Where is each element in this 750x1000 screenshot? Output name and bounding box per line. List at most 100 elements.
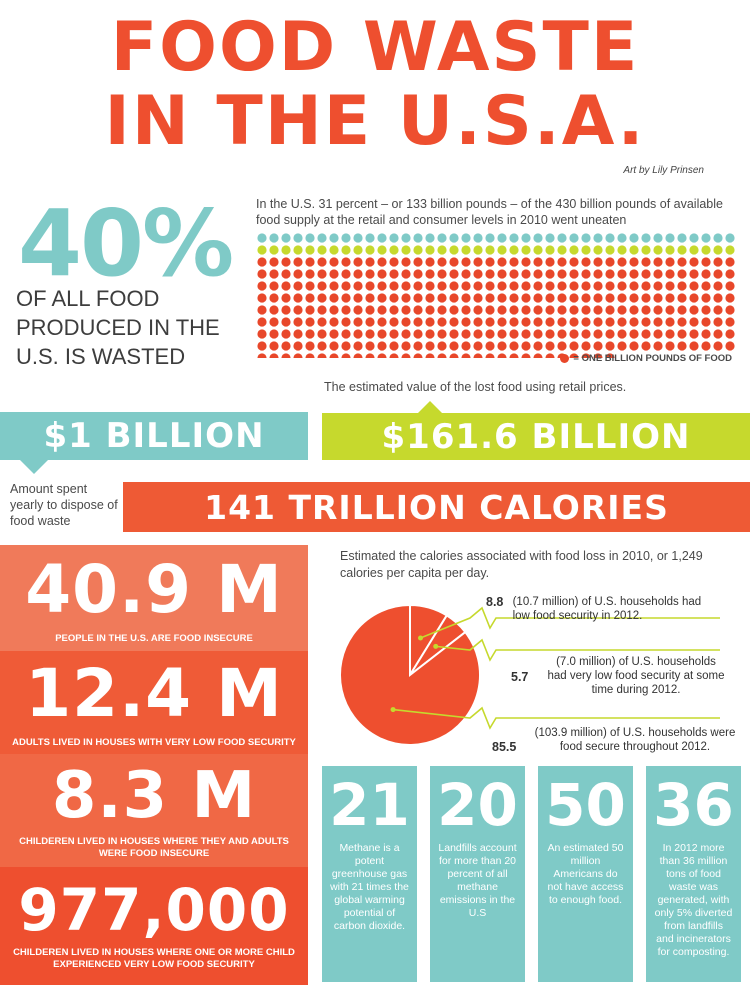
food-icon xyxy=(569,329,579,339)
food-icon xyxy=(545,257,555,267)
food-icon xyxy=(713,257,723,267)
food-icon xyxy=(485,353,495,358)
food-icon xyxy=(665,269,675,279)
food-icon xyxy=(353,245,363,255)
food-icon xyxy=(521,269,531,279)
food-icon xyxy=(257,329,267,339)
food-icon xyxy=(641,281,651,291)
food-icon xyxy=(653,317,663,327)
food-icon xyxy=(389,257,399,267)
food-icon xyxy=(353,281,363,291)
food-icon xyxy=(533,257,543,267)
food-icon xyxy=(557,281,567,291)
food-icon xyxy=(665,305,675,315)
food-icon xyxy=(497,257,507,267)
food-icon xyxy=(509,293,519,303)
food-icon xyxy=(545,353,555,358)
stat-value: 977,000 xyxy=(18,876,290,944)
food-icon xyxy=(257,281,267,291)
food-icon xyxy=(365,245,375,255)
food-icon xyxy=(257,245,267,255)
food-icon xyxy=(509,341,519,351)
food-icon xyxy=(281,305,291,315)
food-icon xyxy=(257,257,267,267)
food-icon xyxy=(341,257,351,267)
food-icon xyxy=(269,341,279,351)
fact-columns: 21 Methane is a potent greenhouse gas wi… xyxy=(322,766,750,986)
food-icon xyxy=(485,341,495,351)
food-icon xyxy=(329,305,339,315)
stat-caption: ADULTS LIVED IN HOUSES WITH VERY LOW FOO… xyxy=(12,737,296,748)
food-icon xyxy=(437,317,447,327)
food-icon xyxy=(269,329,279,339)
estimated-value-note: The estimated value of the lost food usi… xyxy=(324,380,627,394)
food-icon xyxy=(413,353,423,358)
food-icon xyxy=(617,341,627,351)
food-icon xyxy=(509,317,519,327)
food-icon xyxy=(533,317,543,327)
food-icon xyxy=(449,317,459,327)
food-icon xyxy=(677,245,687,255)
food-icon xyxy=(293,329,303,339)
food-icon xyxy=(497,281,507,291)
page-title-line-2: IN THE U.S.A. xyxy=(104,82,646,161)
food-icon xyxy=(365,293,375,303)
food-icon xyxy=(653,281,663,291)
food-icon xyxy=(509,245,519,255)
food-icon xyxy=(593,305,603,315)
food-icon xyxy=(473,233,483,243)
food-icon xyxy=(665,233,675,243)
food-icon xyxy=(509,269,519,279)
food-icon xyxy=(689,317,699,327)
disposal-note: Amount spent yearly to dispose of food w… xyxy=(10,482,118,528)
food-icon xyxy=(401,329,411,339)
intro-text: In the U.S. 31 percent – or 133 billion … xyxy=(256,197,723,227)
food-icon xyxy=(329,281,339,291)
food-icon xyxy=(713,329,723,339)
food-icon xyxy=(533,329,543,339)
food-icon xyxy=(461,293,471,303)
headline-percentage: 40% xyxy=(18,190,234,297)
food-icon xyxy=(377,329,387,339)
food-icon xyxy=(521,293,531,303)
stat-adults-low-security: 12.4 M ADULTS LIVED IN HOUSES WITH VERY … xyxy=(0,651,308,754)
food-icon xyxy=(581,341,591,351)
food-icon xyxy=(293,353,303,358)
food-icon xyxy=(293,305,303,315)
fact-value: 36 xyxy=(653,771,734,839)
food-icon xyxy=(677,257,687,267)
food-icon xyxy=(641,329,651,339)
food-icon xyxy=(521,233,531,243)
food-icon xyxy=(425,233,435,243)
food-icon xyxy=(281,281,291,291)
food-icon xyxy=(425,281,435,291)
food-icon xyxy=(401,233,411,243)
food-icon xyxy=(353,317,363,327)
food-icon xyxy=(521,305,531,315)
food-icon xyxy=(317,269,327,279)
food-icon xyxy=(365,257,375,267)
food-icon xyxy=(293,281,303,291)
food-icon xyxy=(461,353,471,358)
food-icon xyxy=(413,317,423,327)
food-icon xyxy=(629,293,639,303)
fact-text: In 2012 more than 36 million tons of foo… xyxy=(654,842,733,958)
food-icon xyxy=(341,317,351,327)
food-icon xyxy=(425,245,435,255)
food-icon xyxy=(389,329,399,339)
food-icon xyxy=(329,245,339,255)
food-icon xyxy=(329,341,339,351)
food-icon xyxy=(305,329,315,339)
food-icon xyxy=(653,293,663,303)
food-icon xyxy=(437,329,447,339)
food-icon xyxy=(629,305,639,315)
food-icon xyxy=(689,269,699,279)
food-icon xyxy=(305,353,315,358)
food-icon xyxy=(473,293,483,303)
food-icon xyxy=(317,329,327,339)
food-icon xyxy=(449,305,459,315)
food-icon xyxy=(449,257,459,267)
food-icon xyxy=(305,281,315,291)
food-icon xyxy=(629,257,639,267)
food-icon xyxy=(305,245,315,255)
